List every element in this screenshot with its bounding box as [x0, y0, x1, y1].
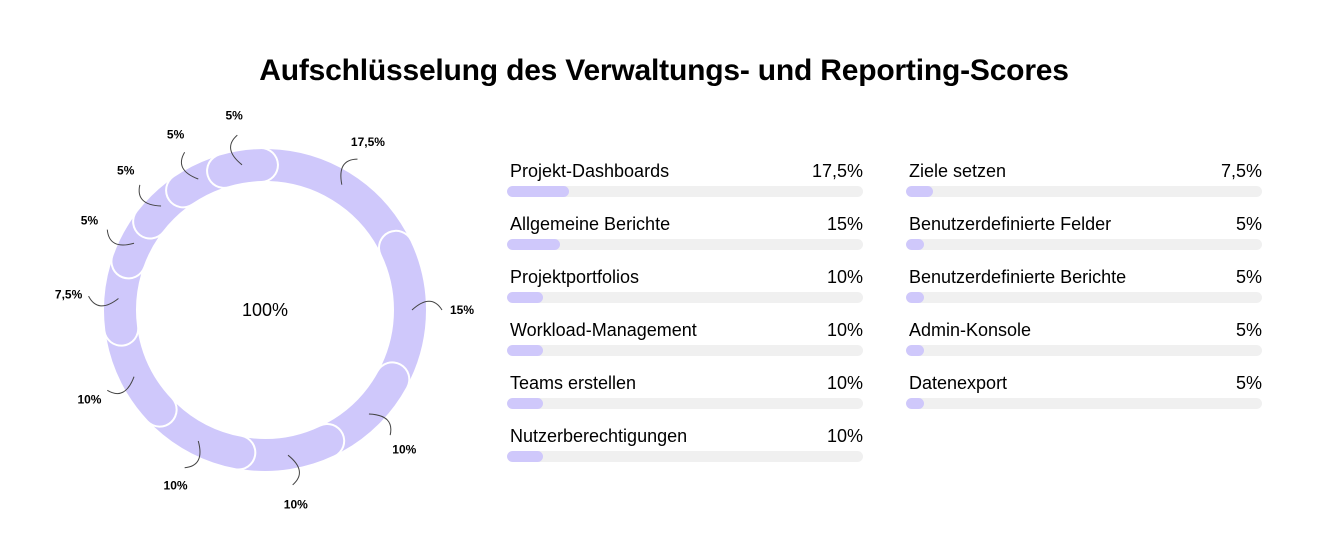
donut-slice	[208, 149, 277, 187]
slice-label: 10%	[77, 392, 101, 406]
slice-leader-line	[88, 295, 119, 307]
bar-track	[507, 186, 863, 197]
slice-leader-line	[106, 229, 135, 246]
slice-leader-line	[138, 184, 162, 207]
bar-track	[906, 239, 1262, 250]
bar-track	[906, 345, 1262, 356]
donut-slice	[318, 363, 409, 454]
slice-leader-line	[181, 152, 199, 180]
bar-fill	[507, 451, 543, 462]
bar-label: Datenexport	[909, 373, 1008, 393]
slice-label: 10%	[392, 442, 416, 456]
bar-label: Benutzerdefinierte Berichte	[909, 267, 1127, 287]
bar-row: Nutzerberechtigungen 10%	[507, 425, 863, 478]
donut-slice	[230, 424, 344, 471]
bar-row: Ziele setzen 7,5%	[906, 160, 1262, 213]
slice-label: 15%	[450, 303, 474, 317]
bar-track	[906, 398, 1262, 409]
slice-label: 5%	[226, 108, 244, 122]
bar-row: Projekt-Dashboards 17,5%	[507, 160, 863, 213]
bar-row: Benutzerdefinierte Berichte 5%	[906, 266, 1262, 319]
bar-label: Projektportfolios	[510, 267, 640, 287]
bar-fill	[507, 398, 543, 409]
slice-leader-line	[411, 300, 443, 311]
bar-value-label: 5%	[1235, 214, 1262, 234]
bar-value-label: 5%	[1235, 267, 1262, 287]
bar-track	[507, 451, 863, 462]
slice-label: 10%	[164, 479, 188, 493]
bar-row: Teams erstellen 10%	[507, 372, 863, 425]
slice-leader-line	[107, 376, 135, 394]
slice-label: 5%	[117, 164, 135, 178]
bar-label: Nutzerberechtigungen	[510, 426, 688, 446]
bar-value-label: 17,5%	[811, 161, 863, 181]
slice-leader-line	[230, 134, 243, 166]
bar-value-label: 15%	[826, 214, 863, 234]
bar-fill	[906, 239, 924, 250]
slice-label: 10%	[284, 498, 308, 512]
slice-label: 5%	[81, 214, 99, 228]
bar-value-label: 5%	[1235, 373, 1262, 393]
bar-label: Teams erstellen	[510, 373, 637, 393]
bar-row: Admin-Konsole 5%	[906, 319, 1262, 372]
slice-leader-line	[368, 413, 392, 436]
bar-value-label: 10%	[826, 267, 863, 287]
bar-row: Workload-Management 10%	[507, 319, 863, 372]
bar-row: Allgemeine Berichte 15%	[507, 213, 863, 266]
bar-fill	[906, 186, 933, 197]
bar-list-left: Projekt-Dashboards 17,5% Allgemeine Berich…	[507, 160, 863, 478]
bar-value-label: 5%	[1235, 320, 1262, 340]
donut-slice	[379, 231, 426, 389]
slice-label: 5%	[167, 127, 185, 141]
slice-leader-line	[287, 454, 300, 486]
bar-track	[906, 292, 1262, 303]
bar-value-label: 10%	[826, 426, 863, 446]
slice-leader-line	[340, 158, 358, 185]
bar-label: Benutzerdefinierte Felder	[909, 214, 1112, 234]
bar-label: Projekt-Dashboards	[510, 161, 670, 181]
bar-row: Benutzerdefinierte Felder 5%	[906, 213, 1262, 266]
bar-fill	[507, 186, 570, 197]
bar-label: Allgemeine Berichte	[510, 214, 671, 234]
donut-chart: 17,5% 15% 10% 10% 10% 10% 7,5% 5% 5% 5% 5% 100%	[55, 108, 474, 512]
donut-center-label: 100%	[242, 300, 288, 320]
bar-track	[507, 239, 863, 250]
bar-value-label: 10%	[826, 373, 863, 393]
bar-track	[906, 186, 1262, 197]
bar-row: Projektportfolios 10%	[507, 266, 863, 319]
bar-row: Datenexport 5%	[906, 372, 1262, 425]
bar-fill	[507, 345, 543, 356]
bar-fill	[906, 292, 924, 303]
bar-value-label: 7,5%	[1220, 161, 1262, 181]
bar-value-label: 10%	[826, 320, 863, 340]
bar-fill	[507, 239, 561, 250]
bar-track	[507, 345, 863, 356]
bar-list-right: Ziele setzen 7,5% Benutzerdefinierte Felde…	[906, 160, 1262, 425]
bar-fill	[906, 398, 924, 409]
slice-label: 17,5%	[351, 135, 385, 149]
bar-label: Admin-Konsole	[909, 320, 1032, 340]
bar-label: Ziele setzen	[909, 161, 1007, 181]
slice-leader-line	[184, 440, 201, 469]
bar-track	[507, 398, 863, 409]
bar-label: Workload-Management	[510, 320, 697, 340]
bar-fill	[507, 292, 543, 303]
slice-label: 7,5%	[55, 288, 83, 302]
bar-track	[507, 292, 863, 303]
chart-title: Aufschlüsselung des Verwaltungs- und Rep…	[259, 54, 1069, 87]
donut-slice	[253, 149, 409, 257]
bar-fill	[906, 345, 924, 356]
